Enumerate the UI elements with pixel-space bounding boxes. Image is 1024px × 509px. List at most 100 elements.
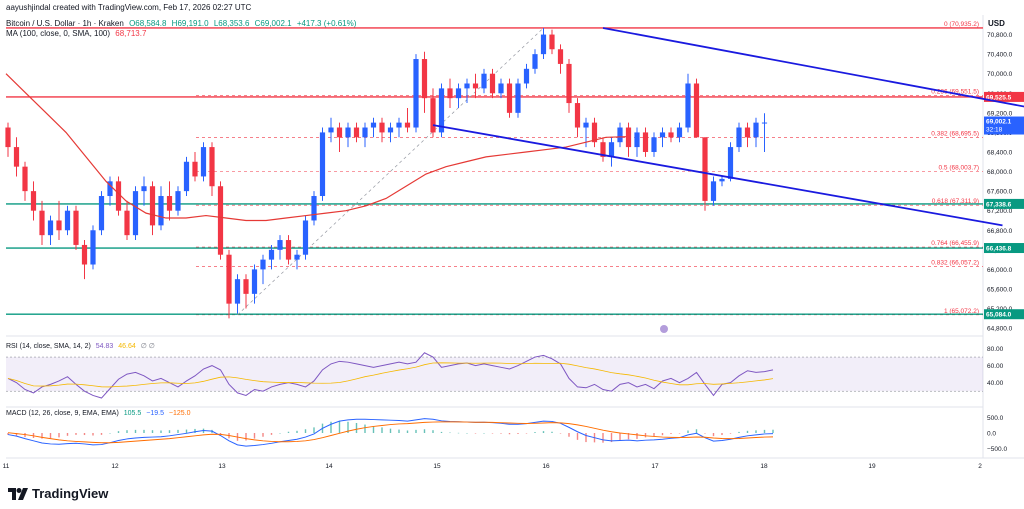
- candle-body: [56, 220, 62, 231]
- currency-label[interactable]: USD: [988, 19, 1005, 28]
- candle-body: [345, 127, 351, 138]
- author-text: aayushjindal created with TradingView.co…: [6, 3, 252, 12]
- candle-body: [455, 88, 462, 99]
- macd-histogram-bar: [644, 433, 647, 438]
- price-tick-label: 68,000.0: [987, 169, 1013, 176]
- macd-histogram-bar: [746, 430, 749, 433]
- rsi-label[interactable]: RSI (14, close, SMA, 14, 2): [6, 343, 91, 350]
- candle-body: [217, 186, 224, 255]
- candle-body: [285, 240, 292, 260]
- candle-body: [328, 127, 334, 133]
- macd-histogram-bar: [381, 427, 383, 433]
- candle-body: [557, 49, 564, 64]
- candle-body: [608, 142, 615, 157]
- candle-body: [141, 186, 147, 192]
- macd-histogram-bar: [372, 426, 375, 433]
- candle-body: [659, 132, 666, 138]
- fib-level-label: 0.764 (66,455.9): [931, 240, 979, 247]
- last-price-label: 69,002.1: [986, 119, 1012, 126]
- author-note: aayushjindal created with TradingView.co…: [6, 3, 254, 12]
- macd-histogram-bar: [389, 428, 392, 433]
- trend-line: [432, 124, 1003, 227]
- candle-body: [685, 83, 691, 128]
- candle-body: [268, 249, 275, 260]
- candle-body: [506, 83, 513, 113]
- macd-histogram-bar: [661, 433, 664, 436]
- macd-histogram-bar: [304, 429, 307, 433]
- macd-histogram-bar: [398, 429, 400, 433]
- macd-histogram-bar: [313, 427, 315, 433]
- fib-level-label: 0.382 (68,695.5): [931, 131, 979, 138]
- candle-body: [5, 127, 11, 148]
- macd-histogram-bar: [500, 433, 502, 434]
- macd-histogram-bar: [151, 430, 154, 433]
- candle-body: [574, 103, 581, 128]
- candle-body: [710, 181, 717, 201]
- macd-histogram-bar: [415, 429, 417, 433]
- macd-label[interactable]: MACD (12, 26, close, 9, EMA, EMA): [6, 410, 119, 417]
- macd-histogram-bar: [525, 433, 528, 434]
- candle-body: [753, 122, 759, 138]
- rsi-tick-label: 60.00: [987, 363, 1004, 370]
- candle-body: [370, 122, 377, 128]
- candle-body: [30, 191, 37, 211]
- candle-body: [311, 196, 317, 221]
- ma-header: MA (100, close, 0, SMA, 100) 68,713.7: [6, 29, 149, 38]
- candle-body: [591, 122, 598, 143]
- macd-histogram-bar: [457, 432, 460, 434]
- price-tick-label: 67,600.0: [987, 189, 1013, 196]
- time-tick-label: 11: [3, 463, 10, 470]
- candle-body: [421, 59, 428, 99]
- macd-histogram-bar: [712, 433, 715, 437]
- macd-histogram-bar: [117, 431, 120, 433]
- macd-histogram-bar: [491, 433, 494, 434]
- candle-body: [600, 142, 606, 157]
- candle-body: [166, 196, 173, 211]
- macd-histogram-bar: [542, 431, 545, 433]
- macd-histogram-bar: [738, 431, 740, 433]
- fib-level-label: 0.236 (69,551.5): [931, 89, 979, 96]
- candle-body: [319, 132, 326, 197]
- macd-histogram-bar: [219, 433, 222, 435]
- price-tag-box: [984, 309, 1024, 320]
- macd-signal-line: [7, 421, 774, 444]
- macd-tick-label: 0.0: [987, 431, 996, 438]
- ma-label[interactable]: MA (100, close, 0, SMA, 100): [6, 29, 111, 38]
- candle-body: [149, 186, 156, 226]
- candle-body: [158, 196, 164, 226]
- fib-level-label: 0.618 (67,311.9): [932, 198, 979, 205]
- macd-histogram-bar: [134, 429, 137, 433]
- candle-body: [566, 63, 572, 104]
- macd-histogram-bar: [160, 430, 162, 433]
- candle-body: [523, 68, 530, 84]
- time-tick-label: 17: [651, 463, 659, 470]
- macd-histogram-bar: [627, 433, 630, 440]
- price-tag-label: 69,525.5: [986, 94, 1012, 101]
- candle-body: [226, 254, 232, 304]
- macd-histogram-bar: [678, 433, 681, 434]
- candle-body: [251, 269, 258, 294]
- candle-body: [107, 181, 113, 197]
- candle-body: [336, 127, 343, 138]
- candle-body: [651, 137, 657, 152]
- macd-histogram-bar: [245, 433, 247, 441]
- candle-body: [234, 279, 241, 304]
- last-price-box: [984, 116, 1024, 135]
- candle-body: [192, 161, 198, 177]
- candle-body: [761, 122, 768, 124]
- rsi-ma-line: [7, 362, 774, 388]
- macd-histogram-bar: [551, 431, 553, 433]
- candle-body: [498, 83, 504, 94]
- price-tag-label: 67,338.6: [986, 201, 1012, 208]
- macd-tick-label: 500.0: [987, 415, 1004, 422]
- macd-histogram-bar: [559, 433, 562, 434]
- symbol-title[interactable]: Bitcoin / U.S. Dollar · 1h · Kraken: [6, 19, 124, 28]
- candle-countdown: 32:18: [986, 127, 1003, 134]
- candle-body: [702, 137, 708, 201]
- candle-body: [39, 210, 45, 236]
- macd-histogram-bar: [41, 433, 43, 439]
- candle-body: [583, 122, 589, 128]
- candle-body: [81, 244, 88, 265]
- macd-tick-label: −500.0: [987, 446, 1007, 453]
